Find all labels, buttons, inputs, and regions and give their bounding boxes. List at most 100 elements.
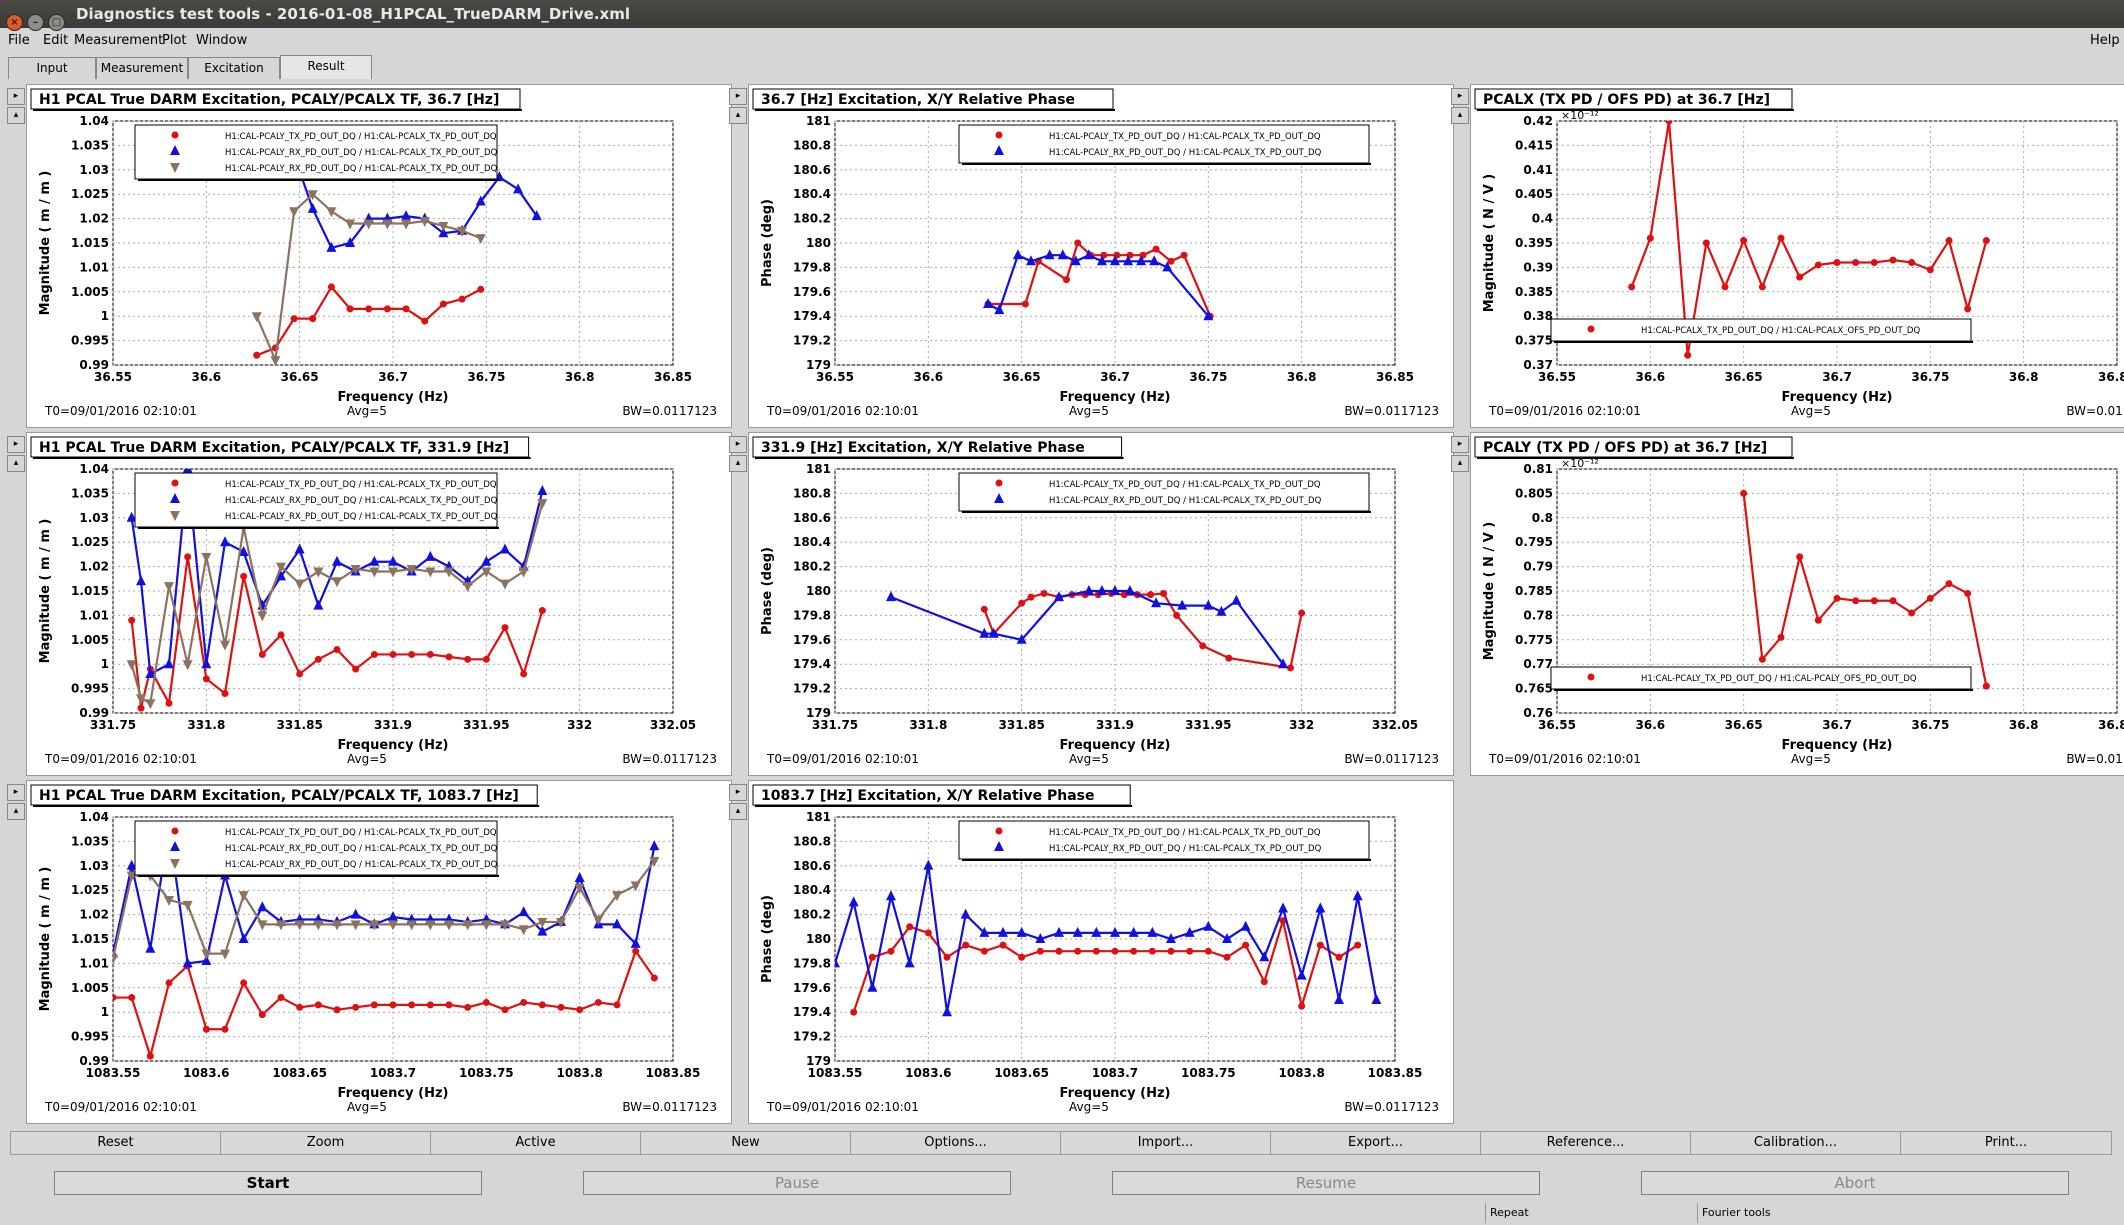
import-button[interactable]: Import...: [1060, 1131, 1271, 1155]
panel-collapse-icon[interactable]: ▴: [7, 803, 25, 820]
data-point: [1199, 642, 1207, 650]
y-tick-label: 1.04: [79, 462, 109, 476]
start-button[interactable]: Start: [54, 1171, 482, 1195]
active-button[interactable]: Active: [430, 1131, 641, 1155]
footer-avg: Avg=5: [1069, 752, 1109, 766]
x-tick-label: 331.8: [187, 718, 225, 732]
panel-collapse-icon[interactable]: ▴: [1451, 107, 1469, 124]
data-point: [145, 942, 156, 953]
plot-panel[interactable]: 36.7 [Hz] Excitation, X/Y Relative Phase…: [748, 84, 1454, 428]
tab-excitation[interactable]: Excitation: [188, 57, 280, 79]
plot-panel[interactable]: H1 PCAL True DARM Excitation, PCALY/PCAL…: [26, 84, 732, 428]
data-point: [1758, 283, 1766, 291]
data-point: [1231, 594, 1242, 605]
panel-collapse-icon[interactable]: ▴: [7, 107, 25, 124]
x-axis-label: Frequency (Hz): [1782, 390, 1893, 405]
y-tick-label: 1.025: [71, 535, 109, 549]
pause-button[interactable]: Pause: [583, 1171, 1011, 1195]
x-tick-label: 36.7: [1100, 370, 1130, 384]
menu-plot[interactable]: Plot: [162, 33, 187, 48]
data-point: [1354, 941, 1362, 949]
close-window-icon[interactable]: ×: [6, 14, 23, 31]
panel-expand-icon[interactable]: ▸: [7, 436, 25, 453]
panel-collapse-icon[interactable]: ▴: [729, 107, 747, 124]
data-point: [327, 283, 335, 291]
data-point: [1278, 902, 1288, 913]
plot-panel[interactable]: H1 PCAL True DARM Excitation, PCALY/PCAL…: [26, 432, 732, 776]
data-point: [365, 305, 373, 313]
plot-panel[interactable]: 331.9 [Hz] Excitation, X/Y Relative Phas…: [748, 432, 1454, 776]
y-axis-label: Magnitude ( N / V ): [1482, 522, 1497, 661]
plot-panel[interactable]: PCALY (TX PD / OFS PD) at 36.7 [Hz] 36.55…: [1470, 432, 2124, 776]
new-button[interactable]: New: [640, 1131, 851, 1155]
plot-panel[interactable]: H1 PCAL True DARM Excitation, PCALY/PCAL…: [26, 780, 732, 1124]
zoom-button[interactable]: Zoom: [220, 1131, 431, 1155]
data-point: [1057, 249, 1068, 260]
data-point: [995, 827, 1003, 835]
reset-button[interactable]: Reset: [10, 1131, 221, 1155]
resume-button[interactable]: Resume: [1112, 1171, 1540, 1195]
data-point: [1160, 589, 1168, 597]
panel-collapse-icon[interactable]: ▴: [729, 803, 747, 820]
panel-side-buttons: ▸ ▴: [7, 436, 25, 474]
x-axis-label: Frequency (Hz): [338, 738, 449, 753]
x-tick-label: 332.05: [650, 718, 696, 732]
panel-collapse-icon[interactable]: ▴: [729, 455, 747, 472]
data-point: [289, 207, 300, 218]
data-point: [170, 145, 180, 155]
data-point: [1110, 255, 1120, 266]
data-point: [345, 219, 356, 230]
panel-expand-icon[interactable]: ▸: [729, 784, 747, 801]
y-tick-label: 1.015: [71, 236, 109, 250]
y-tick-label: 1.03: [79, 859, 109, 873]
series-group: [886, 585, 1306, 672]
panel-expand-icon[interactable]: ▸: [7, 784, 25, 801]
panel-collapse-icon[interactable]: ▴: [1451, 455, 1469, 472]
data-point: [240, 572, 248, 580]
menu-edit[interactable]: Edit: [43, 33, 69, 48]
data-point: [165, 699, 173, 707]
data-point: [613, 1001, 621, 1009]
data-point: [238, 891, 249, 902]
panel-expand-icon[interactable]: ▸: [729, 88, 747, 105]
data-point: [1814, 261, 1822, 269]
y-tick-label: 1.015: [71, 932, 109, 946]
export-button[interactable]: Export...: [1270, 1131, 1481, 1155]
data-point: [389, 1001, 397, 1009]
minimize-window-icon[interactable]: –: [27, 14, 44, 31]
maximize-window-icon[interactable]: □: [48, 14, 65, 31]
reference-button[interactable]: Reference...: [1480, 1131, 1691, 1155]
abort-button[interactable]: Abort: [1641, 1171, 2069, 1195]
print-button[interactable]: Print...: [1900, 1131, 2112, 1155]
data-point: [1151, 597, 1162, 608]
panel-expand-icon[interactable]: ▸: [729, 436, 747, 453]
legend-label: H1:CAL-PCALY_TX_PD_OUT_DQ / H1:CAL-PCALX…: [1049, 480, 1321, 490]
plot-panel[interactable]: 1083.7 [Hz] Excitation, X/Y Relative Pha…: [748, 780, 1454, 1124]
y-tick-label: 1: [101, 657, 109, 671]
y-tick-label: 179.2: [793, 682, 831, 696]
data-point: [296, 1003, 304, 1011]
panel-expand-icon[interactable]: ▸: [1451, 88, 1469, 105]
data-point: [501, 1006, 509, 1014]
menu-file[interactable]: File: [8, 33, 30, 48]
plot-panel[interactable]: PCALX (TX PD / OFS PD) at 36.7 [Hz] 36.55…: [1470, 84, 2124, 428]
data-point: [1371, 994, 1382, 1004]
data-point: [408, 1001, 416, 1009]
panel-collapse-icon[interactable]: ▴: [7, 455, 25, 472]
calibration-button[interactable]: Calibration...: [1690, 1131, 1901, 1155]
menu-measurement[interactable]: Measurement: [74, 33, 164, 48]
tab-result[interactable]: Result: [280, 55, 372, 79]
data-point: [238, 545, 249, 556]
options-button[interactable]: Options...: [850, 1131, 1061, 1155]
data-point: [886, 591, 896, 602]
panel-expand-icon[interactable]: ▸: [7, 88, 25, 105]
panel-expand-icon[interactable]: ▸: [1451, 436, 1469, 453]
y-tick-label: 0.995: [71, 682, 109, 696]
legend-label: H1:CAL-PCALY_TX_PD_OUT_DQ / H1:CAL-PCALX…: [225, 132, 497, 142]
legend-label: H1:CAL-PCALY_TX_PD_OUT_DQ / H1:CAL-PCALX…: [225, 828, 497, 838]
menu-window[interactable]: Window: [196, 33, 248, 48]
tab-input[interactable]: Input: [8, 57, 96, 79]
tab-measurement[interactable]: Measurement: [96, 57, 188, 79]
x-axis-label: Frequency (Hz): [1060, 390, 1171, 405]
menu-help[interactable]: Help: [2090, 33, 2120, 48]
